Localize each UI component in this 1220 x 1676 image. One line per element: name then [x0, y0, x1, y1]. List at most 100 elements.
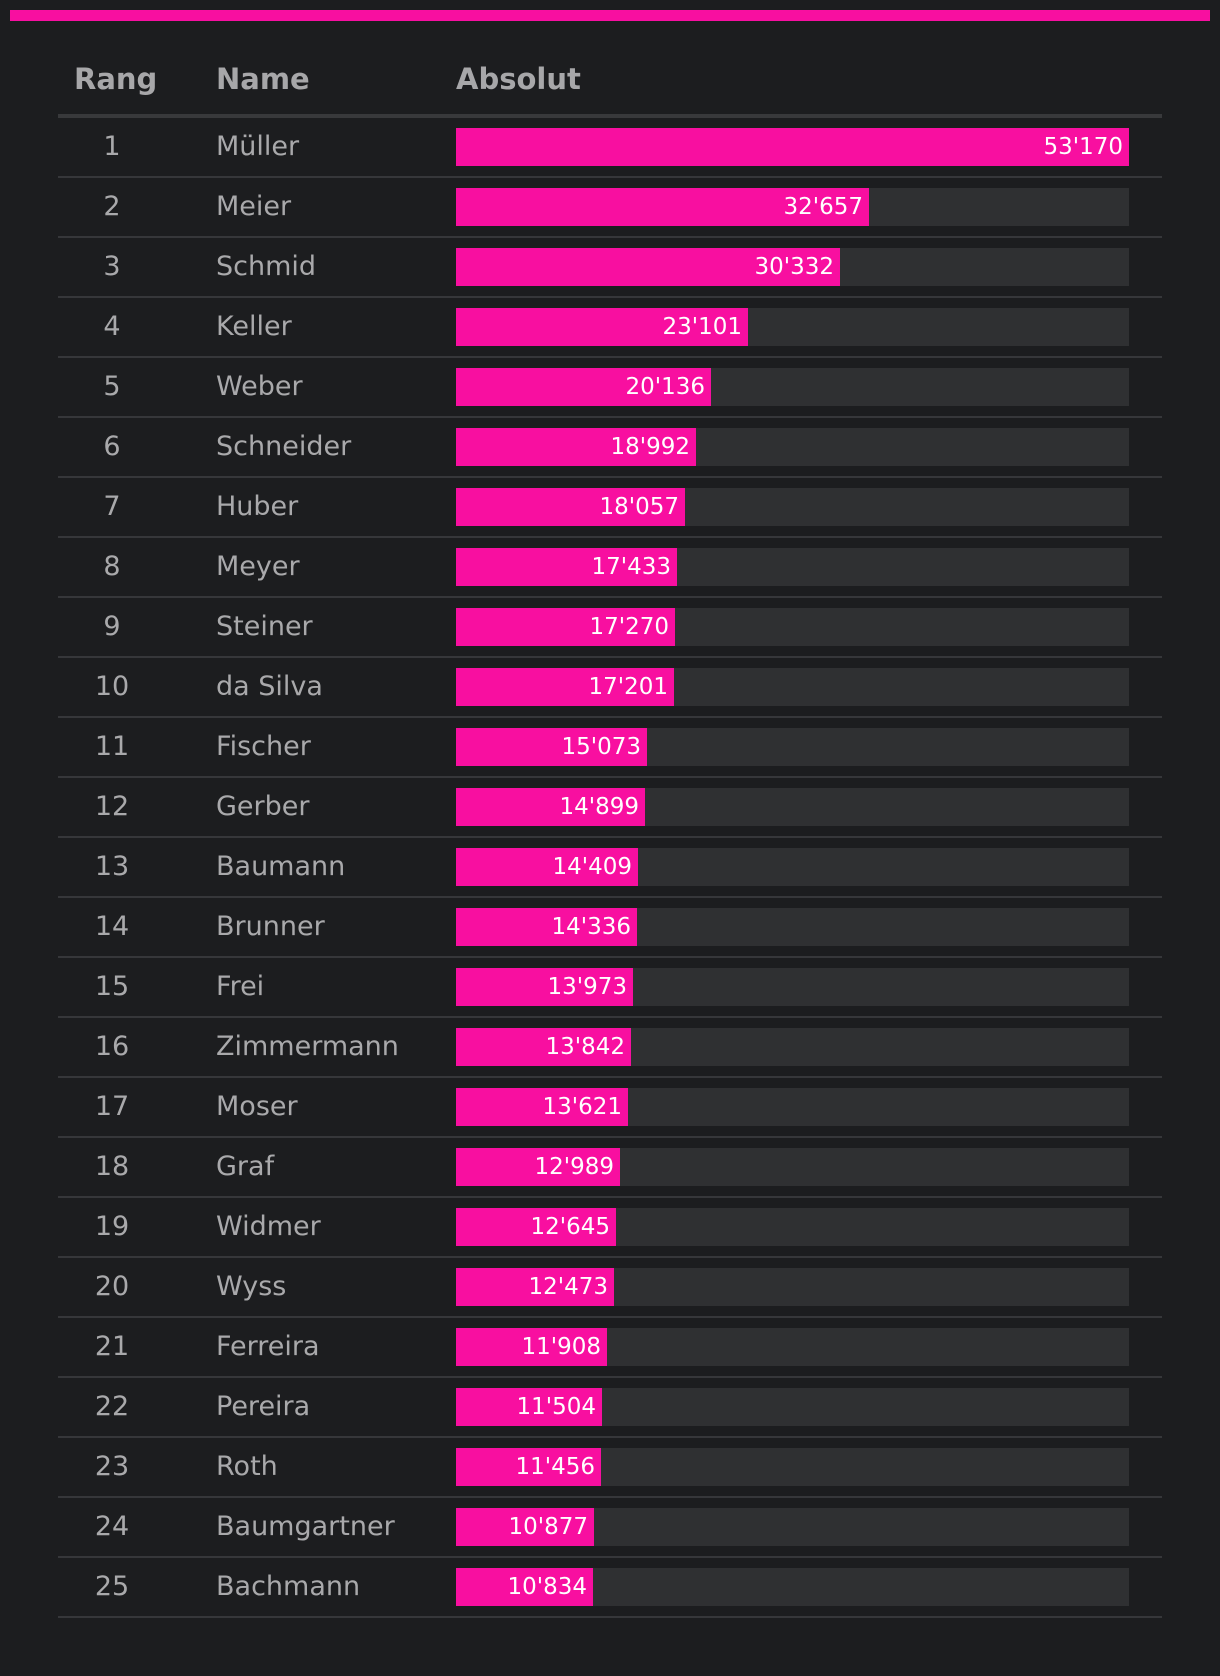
- bar: 20'136: [456, 368, 711, 406]
- rank-cell: 2: [103, 191, 121, 222]
- table-row: 6 Schneider 18'992: [58, 418, 1162, 478]
- bar-value-label: 14'336: [551, 914, 632, 940]
- bar: 13'973: [456, 968, 633, 1006]
- name-cell: Bachmann: [216, 1571, 361, 1602]
- rank-cell: 11: [94, 731, 130, 762]
- table-header: Rang Name Absolut: [58, 40, 1162, 118]
- bar-value-label: 23'101: [662, 314, 743, 340]
- bar-value-label: 12'989: [534, 1154, 615, 1180]
- top-accent-bar: [10, 10, 1210, 21]
- table-row: 22 Pereira 11'504: [58, 1378, 1162, 1438]
- table-row: 11 Fischer 15'073: [58, 718, 1162, 778]
- bar-value-label: 17'270: [589, 614, 670, 640]
- bar-track: 13'973: [456, 968, 1129, 1006]
- bar-track: 14'336: [456, 908, 1129, 946]
- bar-track: 11'908: [456, 1328, 1129, 1366]
- bar-track: 30'332: [456, 248, 1129, 286]
- table-row: 1 Müller 53'170: [58, 118, 1162, 178]
- table-row: 12 Gerber 14'899: [58, 778, 1162, 838]
- table-row: 18 Graf 12'989: [58, 1138, 1162, 1198]
- bar-track: 10'834: [456, 1568, 1129, 1606]
- bar-track: 17'201: [456, 668, 1129, 706]
- bar-value-label: 53'170: [1043, 134, 1124, 160]
- name-cell: Brunner: [216, 911, 325, 942]
- rank-cell: 8: [103, 551, 121, 582]
- table-row: 24 Baumgartner 10'877: [58, 1498, 1162, 1558]
- rank-cell: 15: [94, 971, 130, 1002]
- rank-cell: 9: [103, 611, 121, 642]
- bar-track: 12'645: [456, 1208, 1129, 1246]
- bar-track: 14'899: [456, 788, 1129, 826]
- name-cell: Baumgartner: [216, 1511, 395, 1542]
- name-cell: Roth: [216, 1451, 278, 1482]
- ranking-table: Rang Name Absolut 1 Müller 53'170 2 Meier 32'…: [58, 40, 1162, 1618]
- rank-cell: 10: [94, 671, 130, 702]
- header-name: Name: [216, 62, 310, 96]
- table-row: 8 Meyer 17'433: [58, 538, 1162, 598]
- table-row: 25 Bachmann 10'834: [58, 1558, 1162, 1618]
- bar-track: 13'842: [456, 1028, 1129, 1066]
- name-cell: Graf: [216, 1151, 275, 1182]
- name-cell: Ferreira: [216, 1331, 320, 1362]
- table-row: 23 Roth 11'456: [58, 1438, 1162, 1498]
- bar-value-label: 11'456: [515, 1454, 596, 1480]
- bar-value-label: 32'657: [783, 194, 864, 220]
- table-row: 21 Ferreira 11'908: [58, 1318, 1162, 1378]
- rank-cell: 1: [103, 131, 121, 162]
- bar-value-label: 10'877: [508, 1514, 589, 1540]
- bar-track: 18'057: [456, 488, 1129, 526]
- bar-track: 11'504: [456, 1388, 1129, 1426]
- bar: 12'989: [456, 1148, 620, 1186]
- name-cell: Fischer: [216, 731, 311, 762]
- rank-cell: 21: [94, 1331, 130, 1362]
- table-row: 7 Huber 18'057: [58, 478, 1162, 538]
- bar-track: 20'136: [456, 368, 1129, 406]
- bar: 15'073: [456, 728, 647, 766]
- bar: 13'842: [456, 1028, 631, 1066]
- header-absolut: Absolut: [456, 62, 581, 96]
- name-cell: Schmid: [216, 251, 317, 282]
- bar-value-label: 20'136: [625, 374, 706, 400]
- bar-track: 15'073: [456, 728, 1129, 766]
- name-cell: Pereira: [216, 1391, 311, 1422]
- bar-track: 17'433: [456, 548, 1129, 586]
- bar: 53'170: [456, 128, 1129, 166]
- rank-cell: 20: [94, 1271, 130, 1302]
- bar-value-label: 11'504: [516, 1394, 597, 1420]
- name-cell: Steiner: [216, 611, 313, 642]
- name-cell: Moser: [216, 1091, 298, 1122]
- name-cell: Weber: [216, 371, 303, 402]
- rank-cell: 7: [103, 491, 121, 522]
- rank-cell: 19: [94, 1211, 130, 1242]
- bar: 17'270: [456, 608, 675, 646]
- table-row: 9 Steiner 17'270: [58, 598, 1162, 658]
- bar: 12'645: [456, 1208, 616, 1246]
- name-cell: Baumann: [216, 851, 346, 882]
- table-row: 3 Schmid 30'332: [58, 238, 1162, 298]
- bar-value-label: 14'899: [559, 794, 640, 820]
- bar-value-label: 30'332: [754, 254, 835, 280]
- bar: 12'473: [456, 1268, 614, 1306]
- rank-cell: 6: [103, 431, 121, 462]
- bar-track: 11'456: [456, 1448, 1129, 1486]
- bar-track: 14'409: [456, 848, 1129, 886]
- bar: 14'336: [456, 908, 637, 946]
- rank-cell: 3: [103, 251, 121, 282]
- table-row: 13 Baumann 14'409: [58, 838, 1162, 898]
- table-body: 1 Müller 53'170 2 Meier 32'657 3 Schmid 30'332 4 K…: [58, 118, 1162, 1618]
- table-row: 14 Brunner 14'336: [58, 898, 1162, 958]
- name-cell: Schneider: [216, 431, 352, 462]
- bar-value-label: 18'057: [599, 494, 680, 520]
- bar-track: 18'992: [456, 428, 1129, 466]
- table-row: 16 Zimmermann 13'842: [58, 1018, 1162, 1078]
- rank-cell: 25: [94, 1571, 130, 1602]
- bar-track: 53'170: [456, 128, 1129, 166]
- bar: 30'332: [456, 248, 840, 286]
- bar: 18'057: [456, 488, 685, 526]
- bar: 13'621: [456, 1088, 628, 1126]
- rank-cell: 13: [94, 851, 130, 882]
- name-cell: Frei: [216, 971, 265, 1002]
- bar-track: 10'877: [456, 1508, 1129, 1546]
- bar-value-label: 13'973: [547, 974, 628, 1000]
- rank-cell: 24: [94, 1511, 130, 1542]
